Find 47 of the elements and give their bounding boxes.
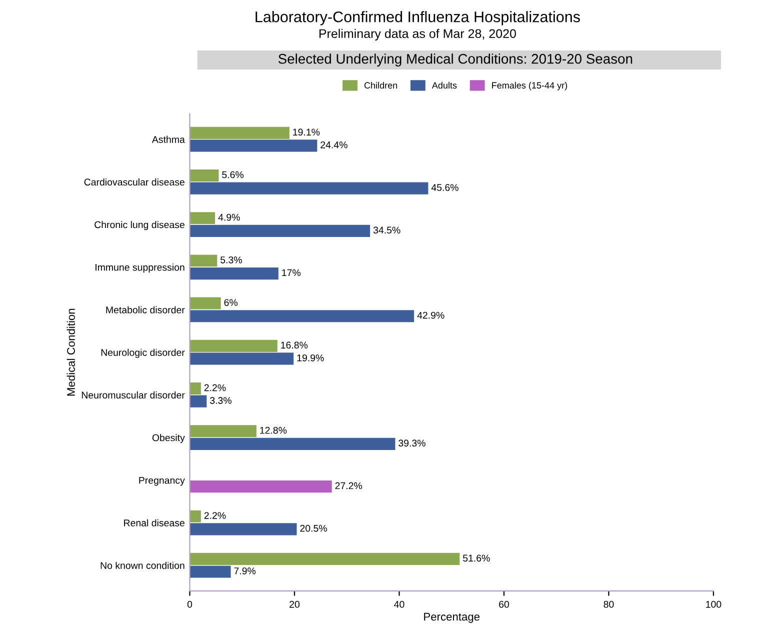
data-label: 5.3% [220, 256, 242, 264]
chart-subtitle: Preliminary data as of Mar 28, 2020 [319, 28, 516, 41]
y-tick-label: Neuromuscular disorder [82, 391, 185, 399]
y-tick-label: No known condition [100, 562, 184, 569]
text: Selected Underlying Medical Conditions: 2019-20 Season [278, 54, 632, 67]
y-tick-label: Chronic lung disease [94, 221, 184, 230]
x-tick-label: 20 [290, 600, 300, 608]
data-label: 6% [224, 299, 238, 306]
data-label: 7.9% [234, 567, 256, 574]
data-label: 19.9% [297, 354, 324, 362]
data-label: 5.6% [222, 171, 244, 178]
x-axis-title: Percentage [424, 612, 480, 623]
x-tick-label: 40 [394, 600, 404, 608]
legend-label: Children [364, 82, 398, 89]
y-tick-label: Pregnancy [139, 476, 185, 486]
data-label: 51.6% [462, 554, 490, 562]
data-label: 2.2% [204, 384, 226, 392]
data-label: 24.4% [320, 141, 348, 148]
legend-label: Females (15-44 yr) [492, 82, 568, 90]
x-tick-label: 60 [499, 600, 510, 608]
data-label: 39.3% [398, 440, 426, 447]
data-label: 19.1% [293, 128, 320, 136]
chart-title: Laboratory-Confirmed Influenza Hospitalizations [256, 11, 580, 26]
data-label: 34.5% [373, 226, 400, 234]
data-label: 20.5% [300, 524, 327, 532]
data-label: 4.9% [218, 214, 240, 221]
y-tick-label: Renal disease [124, 519, 184, 526]
x-tick-label: 0 [187, 600, 192, 608]
x-tick-label: 80 [604, 600, 614, 608]
data-label: 27.2% [335, 482, 362, 490]
data-label: 12.8% [260, 426, 287, 434]
x-tick-label: 100 [706, 600, 722, 608]
data-label: 3.3% [210, 397, 232, 404]
data-label: 42.9% [417, 312, 444, 319]
y-tick-label: Neurologic disorder [101, 348, 185, 358]
y-tick-label: Metabolic disorder [106, 306, 185, 314]
data-label: 16.8% [281, 342, 308, 349]
legend-label: Adults [432, 82, 457, 89]
data-label: 2.2% [204, 512, 226, 519]
data-label: 45.6% [431, 184, 458, 191]
y-tick-label: Immune suppression [96, 264, 184, 273]
y-tick-label: Asthma [152, 136, 185, 143]
bar [190, 480, 333, 494]
y-axis-title: Medical Condition [66, 308, 75, 396]
data-label: 17% [282, 269, 301, 276]
y-tick-label: Cardiovascular disease [84, 178, 184, 186]
y-tick-label: Obesity [152, 434, 185, 444]
